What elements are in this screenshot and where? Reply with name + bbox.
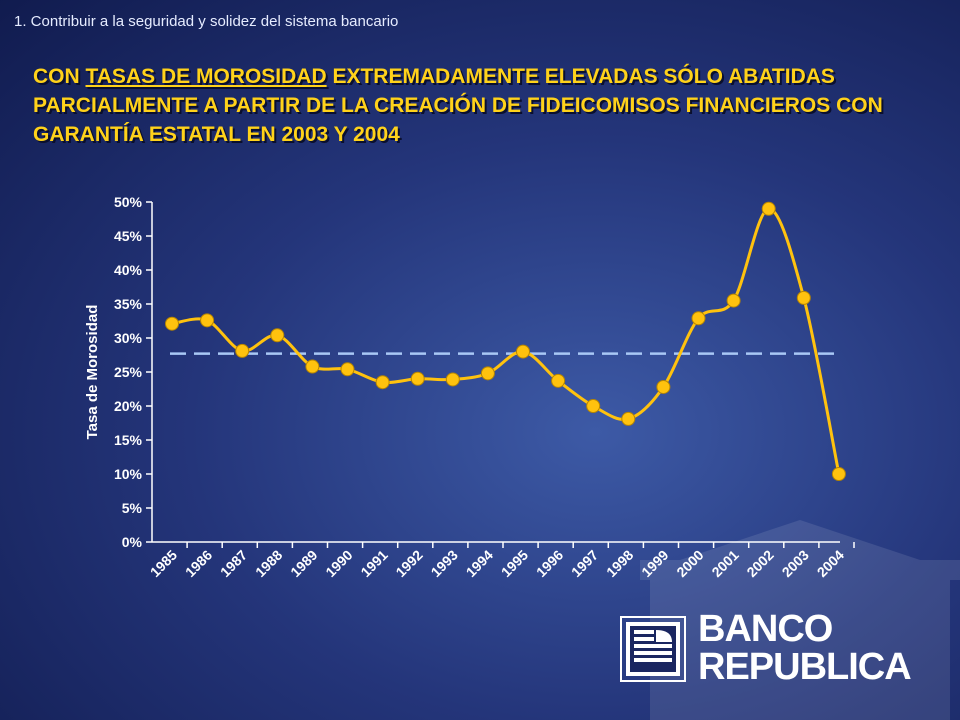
- logo-text: BANCO REPUBLICA: [698, 608, 912, 688]
- tick-labels: 0%5%10%15%20%25%30%35%40%45%50%1985 1986 1…: [84, 194, 847, 580]
- x-tick-label: 1987: [217, 547, 250, 580]
- y-axis-title: Tasa de Morosidad: [84, 305, 101, 440]
- axes: [146, 201, 855, 548]
- series-line-layer: [171, 207, 841, 475]
- data-point-1990: [340, 362, 355, 377]
- x-tick-label: 2003: [779, 547, 812, 580]
- data-point-2001: [726, 293, 741, 308]
- data-point-2004: [831, 467, 846, 481]
- banco-republica-logo: BANCO REPUBLICA: [620, 610, 930, 690]
- data-point-1988: [270, 328, 285, 343]
- x-tick-label: 1994: [463, 547, 496, 580]
- data-point-1986: [200, 313, 215, 328]
- title-part-1: CON: [33, 65, 86, 88]
- y-tick-label: 10%: [114, 466, 143, 482]
- data-point-1994: [480, 366, 495, 381]
- y-tick-label: 30%: [114, 330, 143, 346]
- data-point-1997: [586, 399, 601, 413]
- y-tick-label: 0%: [122, 534, 143, 550]
- y-tick-label: 50%: [114, 194, 143, 210]
- title-underlined: TASAS DE MOROSIDAD: [85, 65, 327, 88]
- data-point-1998: [621, 411, 636, 426]
- background-building-watermark: [640, 520, 960, 720]
- data-point-1985: [165, 316, 179, 331]
- slide-title: CON TASAS DE MOROSIDAD EXTREMADAMENTE EL…: [33, 62, 923, 149]
- data-point-2000: [691, 311, 706, 326]
- logo-line-2: REPUBLICA: [698, 646, 912, 688]
- section-label: 1. Contribuir a la seguridad y solidez d…: [14, 13, 399, 30]
- data-point-2003: [796, 290, 811, 305]
- y-tick-label: 20%: [114, 398, 143, 414]
- x-tick-label: 1996: [533, 547, 566, 580]
- data-points: [165, 201, 846, 481]
- x-tick-label: 1988: [252, 547, 285, 580]
- x-tick-label: 2002: [743, 547, 776, 580]
- data-point-1993: [445, 372, 460, 387]
- y-tick-label: 25%: [114, 364, 143, 380]
- x-tick-label: 2000: [673, 547, 706, 580]
- y-tick-label: 40%: [114, 262, 143, 278]
- x-tick-label: 1991: [357, 547, 390, 580]
- data-point-1989: [305, 359, 320, 374]
- y-tick-label: 5%: [122, 500, 143, 516]
- x-tick-label: 1998: [603, 547, 636, 580]
- data-point-1992: [410, 371, 425, 386]
- title-part-2: EXTREMADAMENTE ELEVADAS SÓLO ABATIDAS PA…: [33, 65, 883, 146]
- x-tick-label: 2004: [814, 547, 847, 580]
- x-tick-label: 1997: [568, 547, 601, 580]
- data-point-1987: [235, 343, 250, 358]
- x-tick-label: 1990: [322, 547, 355, 580]
- x-tick-label: 1995: [498, 547, 531, 580]
- x-tick-label: 2001: [708, 547, 741, 580]
- data-point-1995: [516, 344, 530, 359]
- x-tick-label: 1986: [182, 547, 215, 580]
- bank-building-logo-icon: [620, 616, 686, 682]
- x-tick-label: 1992: [392, 547, 425, 580]
- data-point-1991: [375, 375, 390, 390]
- series-line: [171, 207, 841, 475]
- x-tick-label: 1993: [428, 547, 461, 580]
- y-tick-label: 45%: [114, 228, 143, 244]
- x-tick-label: 1999: [638, 547, 671, 580]
- x-tick-label: 1985: [147, 547, 180, 580]
- data-point-1996: [551, 373, 566, 388]
- data-point-2002: [761, 201, 776, 216]
- y-tick-label: 15%: [114, 432, 143, 448]
- logo-line-1: BANCO: [698, 608, 833, 650]
- y-tick-label: 35%: [114, 296, 143, 312]
- x-tick-label: 1989: [287, 547, 320, 580]
- data-point-1999: [656, 379, 671, 394]
